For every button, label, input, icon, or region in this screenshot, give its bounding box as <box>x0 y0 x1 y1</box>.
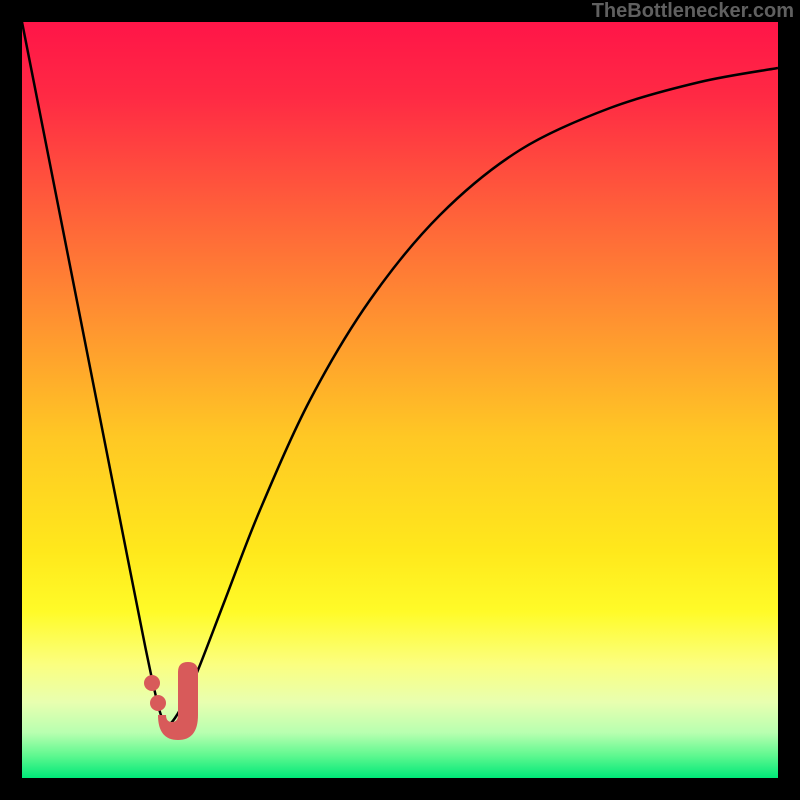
bottleneck-chart <box>0 0 800 800</box>
marker-dot <box>144 675 160 691</box>
watermark-text: TheBottlenecker.com <box>592 0 794 23</box>
marker-dot <box>150 695 166 711</box>
plot-area <box>22 22 778 778</box>
chart-container: TheBottlenecker.com <box>0 0 800 800</box>
